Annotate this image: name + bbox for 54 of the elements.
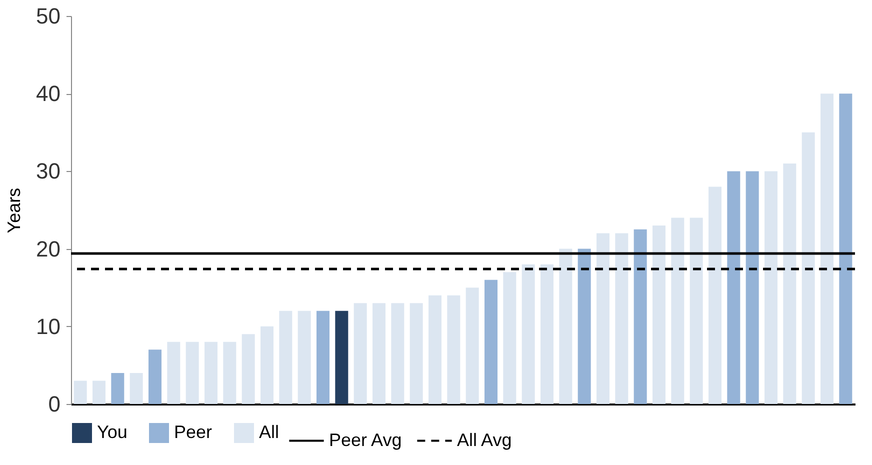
bar bbox=[727, 171, 740, 404]
bar bbox=[652, 226, 666, 404]
y-tick-label: 10 bbox=[36, 314, 60, 339]
bar bbox=[466, 288, 479, 404]
bar bbox=[522, 264, 535, 404]
legend-label: Peer Avg bbox=[329, 430, 402, 450]
legend-label: All bbox=[259, 422, 280, 442]
bar bbox=[335, 310, 348, 404]
bar bbox=[802, 132, 815, 404]
bar bbox=[503, 272, 516, 404]
bar bbox=[354, 303, 367, 404]
bar bbox=[596, 233, 610, 404]
bar bbox=[708, 186, 722, 404]
y-tick-label: 20 bbox=[36, 236, 60, 262]
bar bbox=[279, 310, 292, 404]
bar bbox=[186, 342, 199, 404]
bar bbox=[540, 264, 554, 404]
bar bbox=[690, 218, 703, 404]
bar bbox=[634, 229, 647, 404]
y-axis-title: Years bbox=[4, 188, 24, 234]
legend-label: You bbox=[97, 422, 128, 442]
bar bbox=[74, 380, 87, 404]
bar bbox=[820, 94, 834, 404]
bar bbox=[559, 248, 572, 404]
legend-label: Peer bbox=[174, 422, 212, 442]
legend-label: All Avg bbox=[457, 430, 512, 450]
bar bbox=[204, 342, 218, 404]
bar bbox=[410, 303, 423, 404]
bar bbox=[260, 326, 274, 404]
bar bbox=[130, 372, 143, 404]
y-tick-label: 30 bbox=[36, 158, 60, 184]
bar bbox=[316, 310, 330, 404]
bar bbox=[484, 280, 498, 404]
bar bbox=[839, 94, 852, 404]
bar bbox=[111, 372, 124, 404]
bar bbox=[764, 171, 778, 404]
bar bbox=[428, 295, 442, 404]
bar bbox=[92, 380, 106, 404]
bar bbox=[242, 334, 255, 404]
bar bbox=[167, 342, 180, 404]
y-tick-label: 40 bbox=[36, 81, 60, 106]
bar bbox=[578, 248, 591, 404]
bar bbox=[746, 171, 759, 404]
y-tick-label: 50 bbox=[36, 4, 60, 28]
bar bbox=[298, 310, 311, 404]
bar bbox=[223, 342, 236, 404]
bar bbox=[671, 218, 684, 404]
bar bbox=[783, 163, 796, 404]
bar bbox=[615, 233, 628, 404]
bar bbox=[447, 295, 460, 404]
bar bbox=[148, 350, 162, 404]
y-tick-label: 0 bbox=[48, 392, 60, 416]
bar bbox=[391, 303, 404, 404]
bar bbox=[372, 303, 386, 404]
